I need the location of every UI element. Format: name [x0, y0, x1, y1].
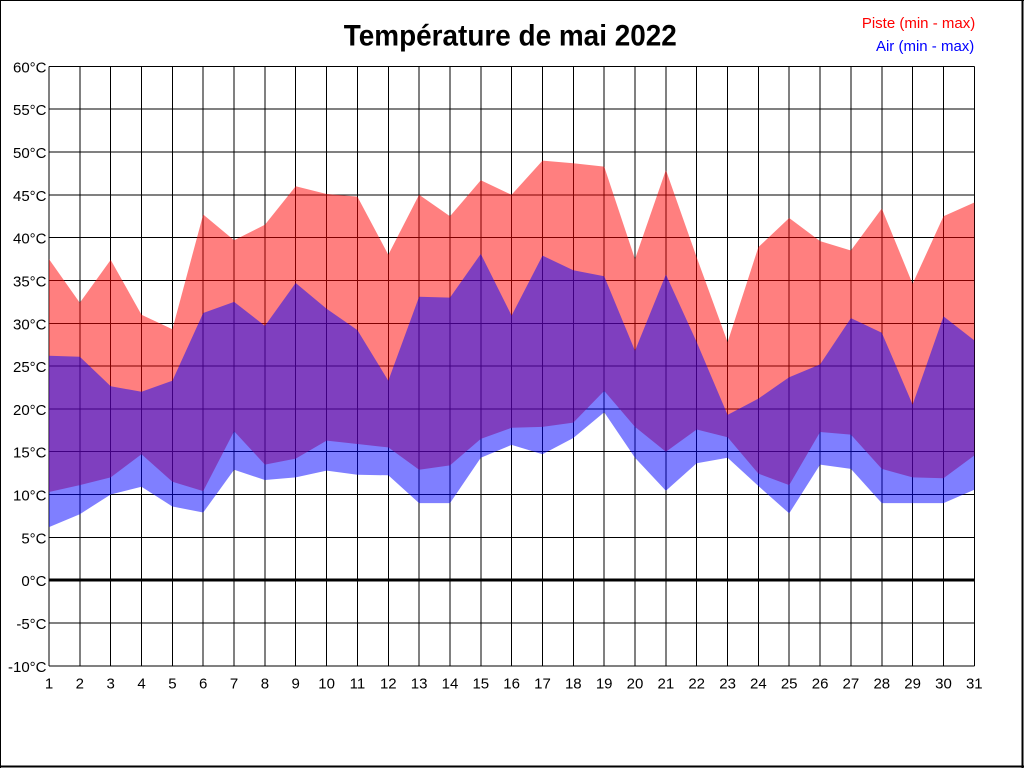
svg-text:0°C: 0°C — [21, 573, 46, 590]
svg-text:19: 19 — [596, 676, 613, 693]
svg-text:Piste (min - max): Piste (min - max) — [862, 15, 975, 32]
svg-text:45°C: 45°C — [13, 188, 47, 205]
svg-text:Air (min - max): Air (min - max) — [876, 38, 974, 55]
svg-text:20: 20 — [627, 676, 644, 693]
svg-text:15°C: 15°C — [13, 445, 47, 462]
svg-text:5: 5 — [168, 676, 176, 693]
svg-text:28: 28 — [873, 676, 890, 693]
svg-text:7: 7 — [230, 676, 238, 693]
svg-text:-10°C: -10°C — [8, 659, 47, 676]
svg-text:50°C: 50°C — [13, 145, 47, 162]
svg-text:30: 30 — [935, 676, 952, 693]
svg-text:24: 24 — [750, 676, 767, 693]
svg-text:60°C: 60°C — [13, 59, 47, 76]
svg-text:14: 14 — [442, 676, 459, 693]
svg-text:11: 11 — [350, 676, 366, 693]
svg-text:23: 23 — [719, 676, 736, 693]
svg-text:29: 29 — [904, 676, 921, 693]
svg-text:27: 27 — [843, 676, 860, 693]
svg-text:21: 21 — [658, 676, 675, 693]
svg-text:12: 12 — [380, 676, 397, 693]
svg-text:15: 15 — [472, 676, 489, 693]
svg-text:26: 26 — [812, 676, 829, 693]
svg-text:18: 18 — [565, 676, 582, 693]
svg-text:40°C: 40°C — [13, 231, 47, 248]
svg-text:1: 1 — [45, 676, 53, 693]
svg-text:5°C: 5°C — [21, 530, 46, 547]
svg-text:9: 9 — [292, 676, 300, 693]
svg-text:55°C: 55°C — [13, 102, 47, 119]
svg-text:35°C: 35°C — [13, 274, 47, 291]
svg-text:-5°C: -5°C — [16, 616, 46, 633]
svg-text:10: 10 — [318, 676, 335, 693]
svg-text:17: 17 — [534, 676, 551, 693]
svg-text:10°C: 10°C — [13, 488, 47, 505]
svg-text:3: 3 — [107, 676, 115, 693]
svg-text:8: 8 — [261, 676, 269, 693]
svg-text:13: 13 — [411, 676, 428, 693]
svg-text:25°C: 25°C — [13, 359, 47, 376]
svg-text:4: 4 — [137, 676, 145, 693]
svg-text:22: 22 — [688, 676, 705, 693]
svg-text:30°C: 30°C — [13, 316, 47, 333]
svg-text:31: 31 — [966, 676, 983, 693]
svg-text:Température de mai 2022: Température de mai 2022 — [344, 20, 677, 53]
svg-text:25: 25 — [781, 676, 798, 693]
svg-text:16: 16 — [503, 676, 520, 693]
svg-text:6: 6 — [199, 676, 207, 693]
svg-text:2: 2 — [76, 676, 84, 693]
svg-text:20°C: 20°C — [13, 402, 47, 419]
